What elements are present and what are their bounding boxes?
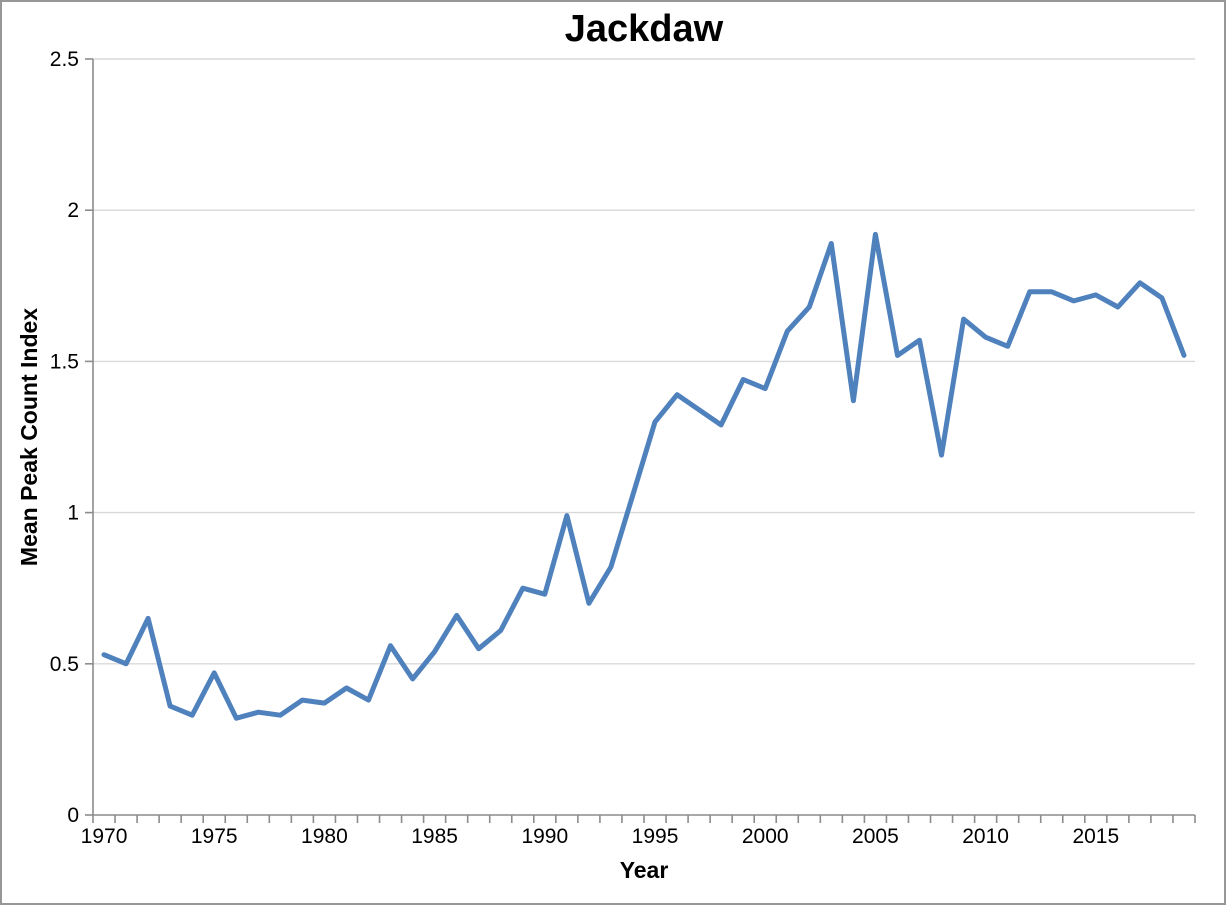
x-tick-label: 2010 (962, 825, 1009, 848)
data-line-jackdaw (101, 231, 1187, 721)
y-tick-label: 2 (67, 199, 79, 222)
x-tick-label: 2000 (742, 825, 789, 848)
y-tick-label: 2.5 (50, 48, 79, 71)
x-tick-label: 1985 (411, 825, 458, 848)
y-tick-label: 1 (67, 502, 79, 525)
x-tick-label: 1990 (521, 825, 568, 848)
x-tick-label: 1975 (191, 825, 238, 848)
chart-title: Jackdaw (564, 8, 724, 50)
x-tick-label: 1970 (81, 825, 128, 848)
x-tick-label: 2015 (1072, 825, 1119, 848)
y-tick-label: 0 (67, 804, 79, 827)
y-tick-label: 0.5 (50, 653, 79, 676)
x-tick-label: 1995 (632, 825, 679, 848)
y-tick-label: 1.5 (50, 350, 79, 373)
x-tick-label: 1980 (301, 825, 348, 848)
x-tick-label: 2005 (852, 825, 899, 848)
x-axis-title: Year (619, 857, 669, 883)
